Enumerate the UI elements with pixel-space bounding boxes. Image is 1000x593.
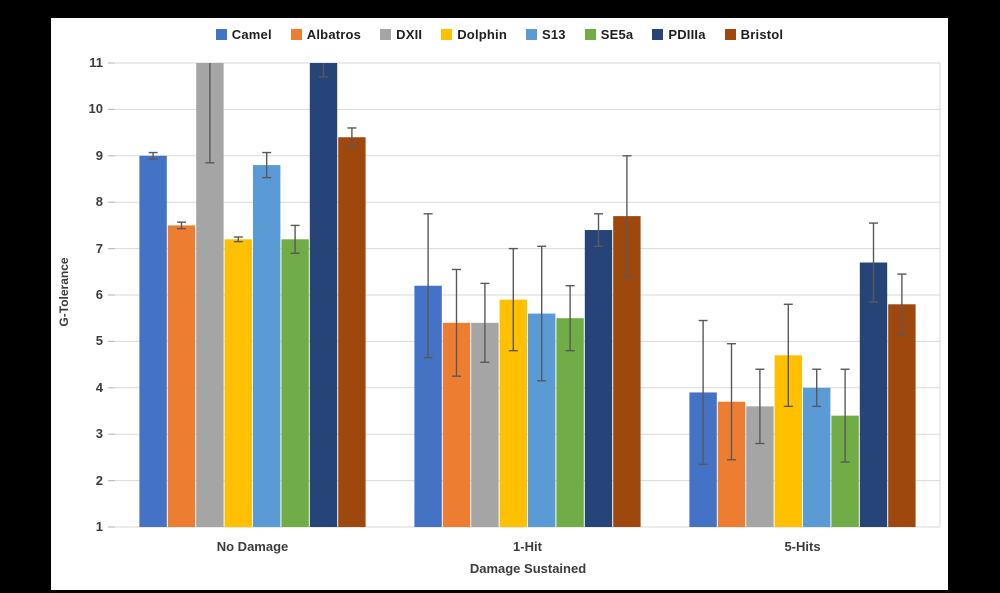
legend-swatch-icon	[724, 29, 736, 40]
legend-label: Albatros	[306, 27, 362, 42]
legend-label: Camel	[231, 27, 272, 42]
y-tick-label: 9	[95, 147, 103, 163]
legend-item-DXII: DXII	[380, 27, 422, 42]
bar-Dolphin-No Damage	[224, 239, 252, 527]
y-tick-label: 5	[95, 333, 103, 349]
bar-Bristol-5-Hits	[888, 304, 916, 527]
y-tick-label: 7	[95, 240, 103, 256]
y-tick-label: 10	[88, 101, 103, 117]
y-tick-label: 3	[95, 426, 103, 442]
legend-item-PDIIIa: PDIIIa	[652, 27, 705, 42]
legend-swatch-icon	[215, 29, 227, 40]
bar-S13-5-Hits	[803, 387, 831, 527]
x-category-label-5-Hits: 5-Hits	[784, 539, 821, 554]
legend-label: SE5a	[600, 27, 634, 42]
y-tick-label: 11	[89, 55, 103, 70]
chart-legend: Camel Albatros DXII Dolphin S13 SE5a PDIIIa Bri…	[51, 27, 948, 42]
y-tick-label: 2	[95, 472, 103, 488]
chart-canvas: Camel Albatros DXII Dolphin S13 SE5a PDIIIa Bri…	[51, 18, 948, 590]
legend-item-SE5a: SE5a	[584, 27, 634, 42]
legend-item-Bristol: Bristol	[724, 27, 784, 42]
legend-label: Dolphin	[457, 27, 507, 42]
x-category-label-1-Hit: 1-Hit	[513, 539, 542, 554]
plot-area	[108, 62, 941, 528]
y-tick-label: 4	[95, 379, 103, 395]
y-tick-label: 1	[95, 519, 103, 534]
bar-PDIIIa-No Damage	[309, 63, 338, 527]
legend-label: DXII	[396, 27, 423, 42]
y-tick-label: 6	[95, 287, 103, 302]
legend-swatch-icon	[290, 29, 302, 40]
x-axis-title: Damage Sustained	[469, 561, 587, 576]
legend-swatch-icon	[584, 29, 596, 40]
legend-label: PDIIIa	[668, 27, 706, 42]
bar-PDIIIa-5-Hits	[859, 262, 888, 527]
legend-label: S13	[542, 27, 566, 42]
legend-item-Camel: Camel	[215, 27, 272, 42]
bar-SE5a-1-Hit	[556, 318, 584, 527]
y-axis-title: G-Tolerance	[57, 257, 71, 327]
bar-Camel-No Damage	[139, 155, 167, 528]
bar-SE5a-No Damage	[281, 239, 309, 527]
legend-item-S13: S13	[526, 27, 566, 42]
bar-PDIIIa-1-Hit	[584, 230, 613, 528]
x-category-label-No Damage: No Damage	[216, 539, 289, 554]
legend-item-Albatros: Albatros	[290, 27, 362, 42]
bar-Albatros-No Damage	[167, 225, 196, 527]
bar-S13-No Damage	[253, 165, 281, 527]
legend-swatch-icon	[526, 29, 537, 40]
legend-label: Bristol	[740, 27, 784, 42]
legend-item-Dolphin: Dolphin	[441, 27, 507, 42]
y-tick-label: 8	[95, 194, 103, 210]
legend-swatch-icon	[380, 29, 392, 40]
legend-swatch-icon	[652, 29, 664, 40]
bar-Bristol-No Damage	[338, 137, 366, 527]
legend-swatch-icon	[441, 29, 453, 40]
